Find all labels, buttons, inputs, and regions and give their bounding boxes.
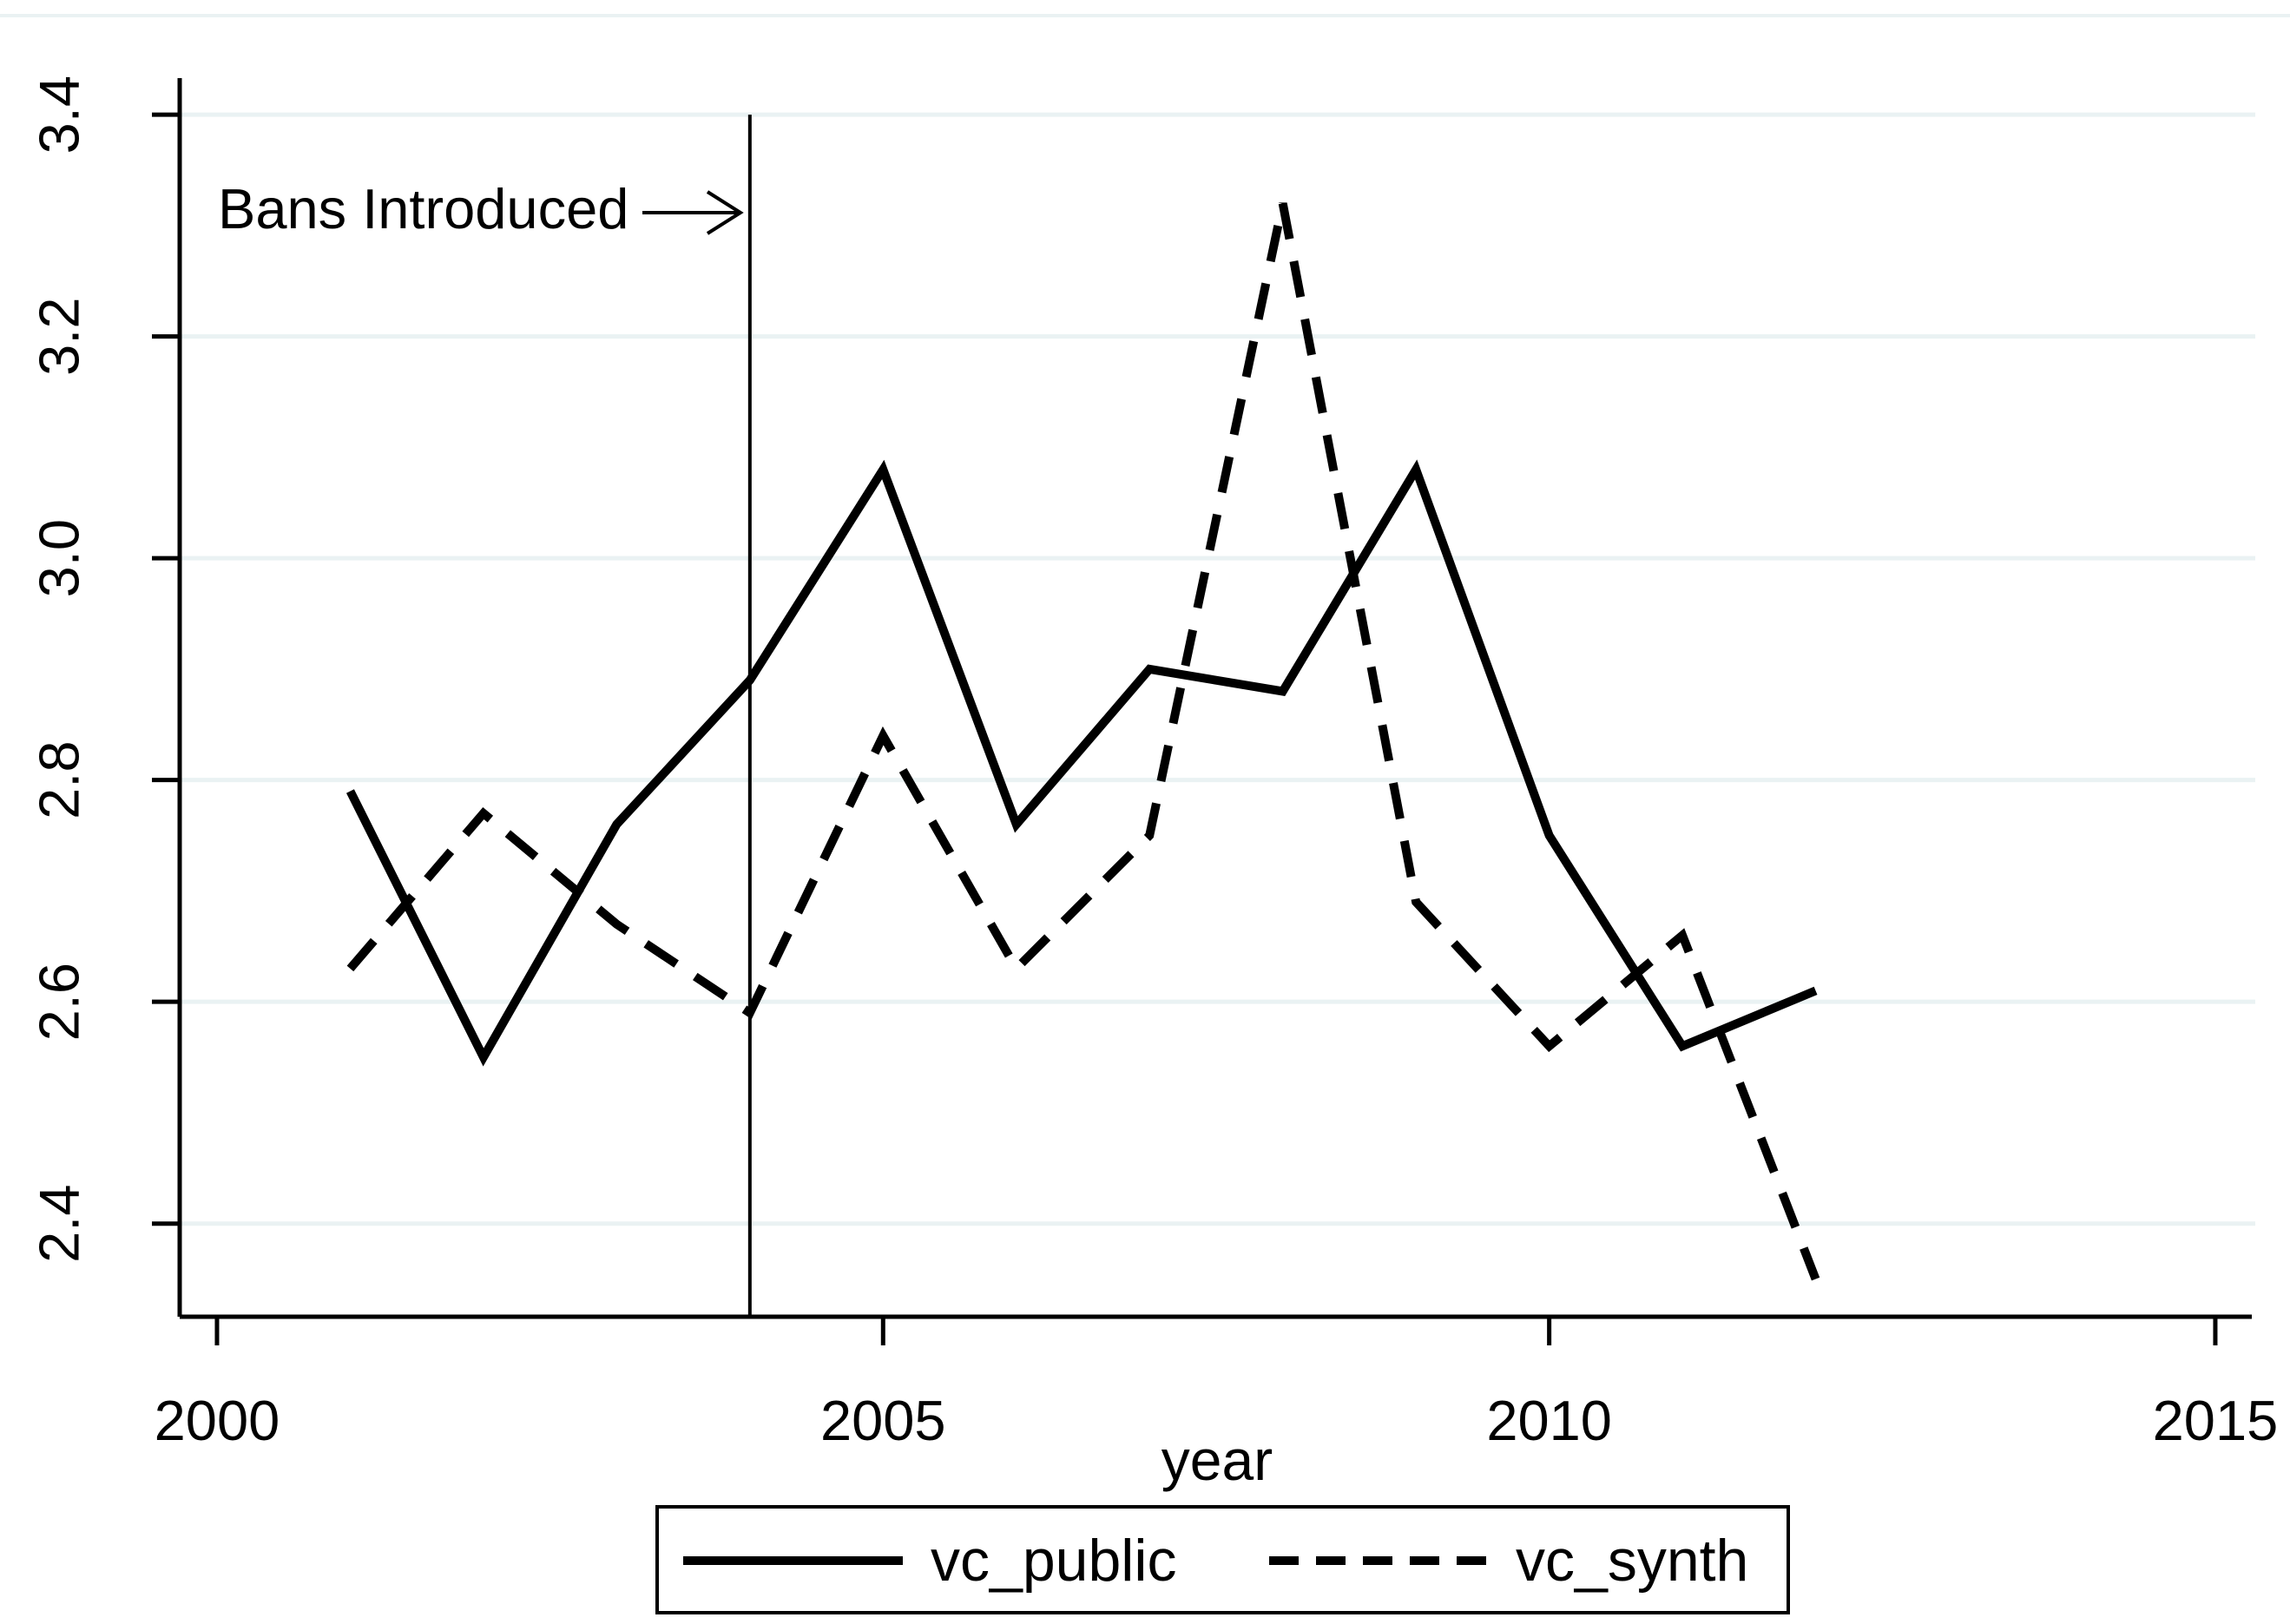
y-tick-label: 3.2 [28,297,91,375]
series-line-vc_synth [346,202,1820,1281]
x-tick-label: 2005 [820,1389,946,1452]
y-tick-label: 3.4 [28,76,91,154]
series-line-vc_public [345,459,1818,1067]
y-tick-label: 2.8 [28,740,91,819]
y-tick-label: 2.6 [28,963,91,1041]
y-tick-label: 3.0 [28,519,91,597]
bans-introduced-label: Bans Introduced [218,177,628,240]
x-tick-label: 2000 [155,1389,280,1452]
legend-label-vc-synth: vc_synth [1516,1528,1748,1594]
y-tick-label: 2.4 [28,1185,91,1263]
annotation-arrow-head [706,190,744,235]
x-tick-label: 2010 [1486,1389,1612,1452]
x-axis-title: year [1161,1428,1273,1492]
legend-label-vc-public: vc_public [931,1528,1177,1594]
x-tick-label: 2015 [2153,1389,2279,1452]
